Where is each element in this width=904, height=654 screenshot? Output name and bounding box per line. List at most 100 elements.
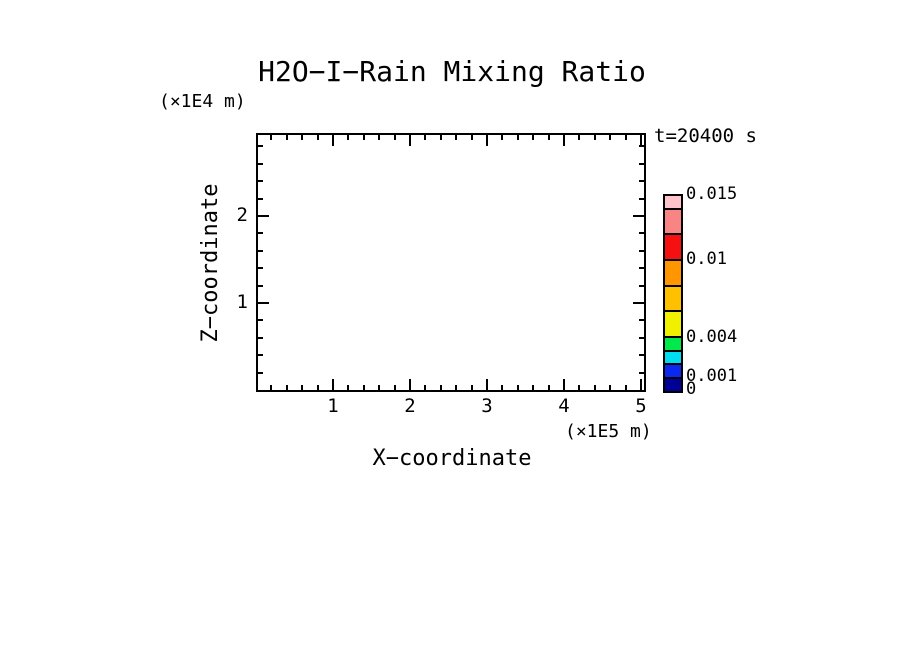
y-axis-title: Z−coordinate (198, 183, 223, 343)
x-tick-label: 5 (635, 395, 647, 417)
x-minor-tick (548, 135, 550, 140)
colorbar-tick-label: 0.015 (686, 184, 738, 204)
y-tick-label: 1 (236, 291, 248, 313)
chart-title: H2O−I−Rain Mixing Ratio (258, 55, 646, 88)
y-minor-tick (258, 337, 263, 339)
x-axis-title: X−coordinate (372, 446, 532, 471)
x-minor-tick (532, 385, 534, 390)
x-minor-tick (609, 135, 611, 140)
colorbar-segment (665, 209, 681, 236)
x-minor-tick (378, 385, 380, 390)
y-major-tick (258, 302, 269, 304)
x-minor-tick (317, 385, 319, 390)
x-minor-tick (609, 385, 611, 390)
y-major-tick (633, 302, 644, 304)
y-minor-tick (258, 163, 263, 165)
x-minor-tick (424, 135, 426, 140)
y-minor-tick (639, 145, 644, 147)
x-minor-tick (347, 385, 349, 390)
y-minor-tick (258, 354, 263, 356)
x-minor-tick (347, 135, 349, 140)
y-minor-tick (639, 337, 644, 339)
y-minor-tick (258, 232, 263, 234)
x-minor-tick (532, 135, 534, 140)
y-minor-tick (258, 285, 263, 287)
y-minor-tick (639, 198, 644, 200)
y-minor-tick (258, 180, 263, 182)
x-tick-label: 1 (327, 395, 339, 417)
y-minor-tick (639, 180, 644, 182)
colorbar-segment (665, 312, 681, 338)
x-major-tick (332, 379, 334, 390)
y-minor-tick (639, 372, 644, 374)
x-minor-tick (471, 135, 473, 140)
colorbar-tick-label: 0 (686, 379, 697, 399)
x-major-tick (563, 135, 565, 146)
y-minor-tick (258, 372, 263, 374)
colorbar-tick-label: 0.01 (686, 249, 727, 269)
x-minor-tick (501, 385, 503, 390)
x-minor-tick (578, 385, 580, 390)
x-major-tick (409, 379, 411, 390)
x-minor-tick (455, 385, 457, 390)
y-major-tick (258, 215, 269, 217)
x-minor-tick (286, 385, 288, 390)
x-minor-tick (363, 135, 365, 140)
x-major-tick (486, 379, 488, 390)
x-minor-tick (424, 385, 426, 390)
y-minor-tick (258, 198, 263, 200)
x-major-tick (332, 135, 334, 146)
x-minor-tick (455, 135, 457, 140)
y-minor-tick (258, 250, 263, 252)
y-minor-tick (639, 354, 644, 356)
x-minor-tick (625, 385, 627, 390)
x-major-tick (563, 379, 565, 390)
x-minor-tick (594, 135, 596, 140)
x-tick-label: 2 (404, 395, 416, 417)
x-minor-tick (548, 385, 550, 390)
x-minor-tick (517, 135, 519, 140)
x-major-tick (409, 135, 411, 146)
x-major-tick (640, 379, 642, 390)
x-axis-unit-label: (×1E5 m) (565, 421, 652, 442)
colorbar-segment (665, 337, 681, 352)
y-minor-tick (258, 267, 263, 269)
x-major-tick (640, 135, 642, 146)
x-minor-tick (594, 385, 596, 390)
colorbar-tick-label: 0.001 (686, 366, 738, 386)
y-minor-tick (639, 232, 644, 234)
x-minor-tick (317, 135, 319, 140)
colorbar-tick-label: 0.004 (686, 327, 738, 347)
x-minor-tick (517, 385, 519, 390)
colorbar-segment (665, 196, 681, 210)
y-minor-tick (639, 163, 644, 165)
x-minor-tick (578, 135, 580, 140)
y-minor-tick (639, 250, 644, 252)
x-minor-tick (286, 135, 288, 140)
x-minor-tick (301, 135, 303, 140)
plot-area (256, 133, 646, 392)
colorbar-segment (665, 260, 681, 287)
x-minor-tick (394, 135, 396, 140)
x-tick-label: 3 (481, 395, 493, 417)
y-minor-tick (258, 145, 263, 147)
y-minor-tick (639, 319, 644, 321)
x-minor-tick (501, 135, 503, 140)
colorbar-segment (665, 351, 681, 366)
x-major-tick (486, 135, 488, 146)
x-minor-tick (363, 385, 365, 390)
y-axis-unit-label: (×1E4 m) (159, 91, 246, 112)
x-minor-tick (440, 385, 442, 390)
colorbar-segment (665, 365, 681, 380)
y-minor-tick (639, 267, 644, 269)
colorbar-segment (665, 235, 681, 261)
x-minor-tick (471, 385, 473, 390)
y-minor-tick (639, 285, 644, 287)
x-minor-tick (378, 135, 380, 140)
x-minor-tick (394, 385, 396, 390)
x-minor-tick (440, 135, 442, 140)
y-tick-label: 2 (236, 204, 248, 226)
x-minor-tick (270, 135, 272, 140)
y-major-tick (633, 215, 644, 217)
